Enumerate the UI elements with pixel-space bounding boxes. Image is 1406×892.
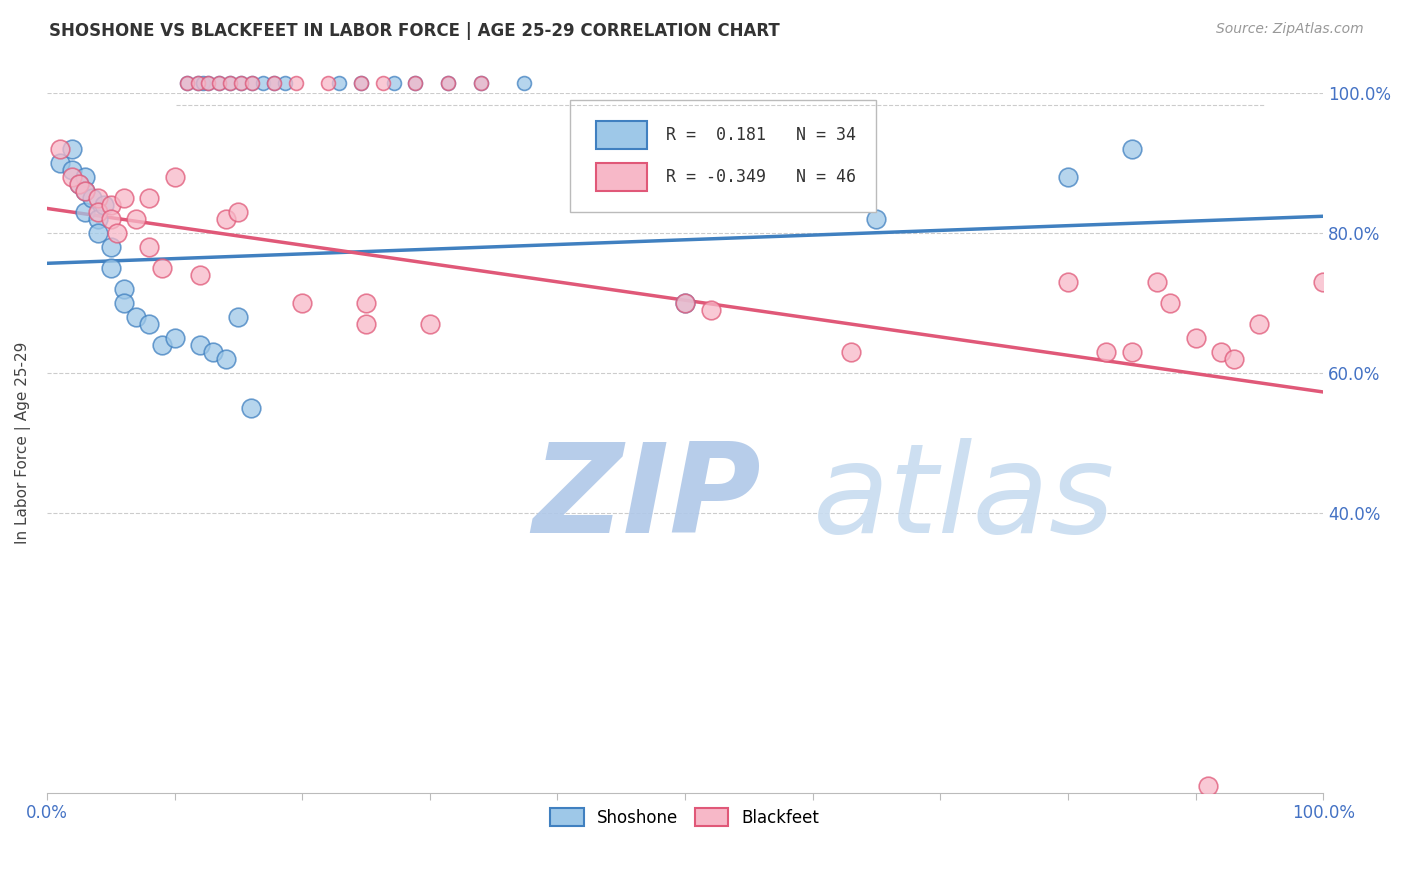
Point bbox=[1057, 275, 1080, 289]
Point bbox=[1121, 142, 1143, 156]
Point bbox=[214, 352, 236, 367]
Point bbox=[354, 296, 377, 310]
Point bbox=[80, 191, 103, 205]
Text: SHOSHONE VS BLACKFEET IN LABOR FORCE | AGE 25-29 CORRELATION CHART: SHOSHONE VS BLACKFEET IN LABOR FORCE | A… bbox=[49, 22, 780, 40]
Point bbox=[112, 191, 135, 205]
Point bbox=[1223, 352, 1246, 367]
Point bbox=[48, 156, 70, 170]
Text: ZIP: ZIP bbox=[531, 439, 761, 559]
Point bbox=[67, 178, 90, 192]
Point bbox=[62, 170, 84, 185]
Point bbox=[419, 317, 441, 331]
Point bbox=[188, 338, 211, 352]
Point bbox=[75, 184, 97, 198]
Point bbox=[138, 317, 160, 331]
Point bbox=[87, 205, 110, 219]
Legend: Shoshone, Blackfeet: Shoshone, Blackfeet bbox=[544, 802, 827, 833]
Point bbox=[125, 212, 148, 227]
Point bbox=[1095, 345, 1118, 359]
Point bbox=[354, 317, 377, 331]
Point bbox=[100, 240, 122, 254]
Point bbox=[240, 401, 263, 415]
Point bbox=[150, 261, 173, 276]
Point bbox=[1159, 296, 1181, 310]
Point bbox=[163, 331, 186, 345]
Point bbox=[699, 303, 721, 318]
Bar bbox=[596, 163, 647, 191]
Point bbox=[112, 296, 135, 310]
Point bbox=[87, 191, 110, 205]
Point bbox=[188, 268, 211, 282]
Point bbox=[1121, 345, 1143, 359]
Point bbox=[75, 184, 97, 198]
Point bbox=[138, 191, 160, 205]
Point bbox=[100, 198, 122, 212]
FancyBboxPatch shape bbox=[571, 101, 876, 212]
Text: Source: ZipAtlas.com: Source: ZipAtlas.com bbox=[1216, 22, 1364, 37]
Point bbox=[138, 240, 160, 254]
Point bbox=[1312, 275, 1334, 289]
Point bbox=[1057, 170, 1080, 185]
Point bbox=[865, 212, 887, 227]
Point bbox=[100, 212, 122, 227]
Point bbox=[1249, 317, 1271, 331]
Point bbox=[201, 345, 224, 359]
Text: atlas: atlas bbox=[813, 439, 1115, 559]
Point bbox=[62, 163, 84, 178]
Point bbox=[100, 261, 122, 276]
Point bbox=[87, 212, 110, 227]
Point bbox=[112, 282, 135, 296]
Point bbox=[228, 205, 250, 219]
Point bbox=[67, 178, 90, 192]
Point bbox=[1209, 345, 1232, 359]
Point bbox=[87, 226, 110, 240]
Point bbox=[673, 296, 696, 310]
Y-axis label: In Labor Force | Age 25-29: In Labor Force | Age 25-29 bbox=[15, 342, 31, 544]
Point bbox=[673, 296, 696, 310]
Point bbox=[48, 142, 70, 156]
Point bbox=[163, 170, 186, 185]
Point bbox=[93, 198, 115, 212]
Point bbox=[105, 226, 128, 240]
Point bbox=[150, 338, 173, 352]
Point bbox=[1197, 779, 1219, 793]
Point bbox=[62, 142, 84, 156]
Point bbox=[228, 310, 250, 325]
Point bbox=[125, 310, 148, 325]
Text: R = -0.349   N = 46: R = -0.349 N = 46 bbox=[666, 169, 856, 186]
Point bbox=[75, 205, 97, 219]
Point bbox=[1184, 331, 1206, 345]
Point bbox=[214, 212, 236, 227]
Point bbox=[75, 170, 97, 185]
Point bbox=[291, 296, 314, 310]
Point bbox=[1146, 275, 1168, 289]
Text: R =  0.181   N = 34: R = 0.181 N = 34 bbox=[666, 127, 856, 145]
Point bbox=[839, 345, 862, 359]
Bar bbox=[596, 121, 647, 149]
